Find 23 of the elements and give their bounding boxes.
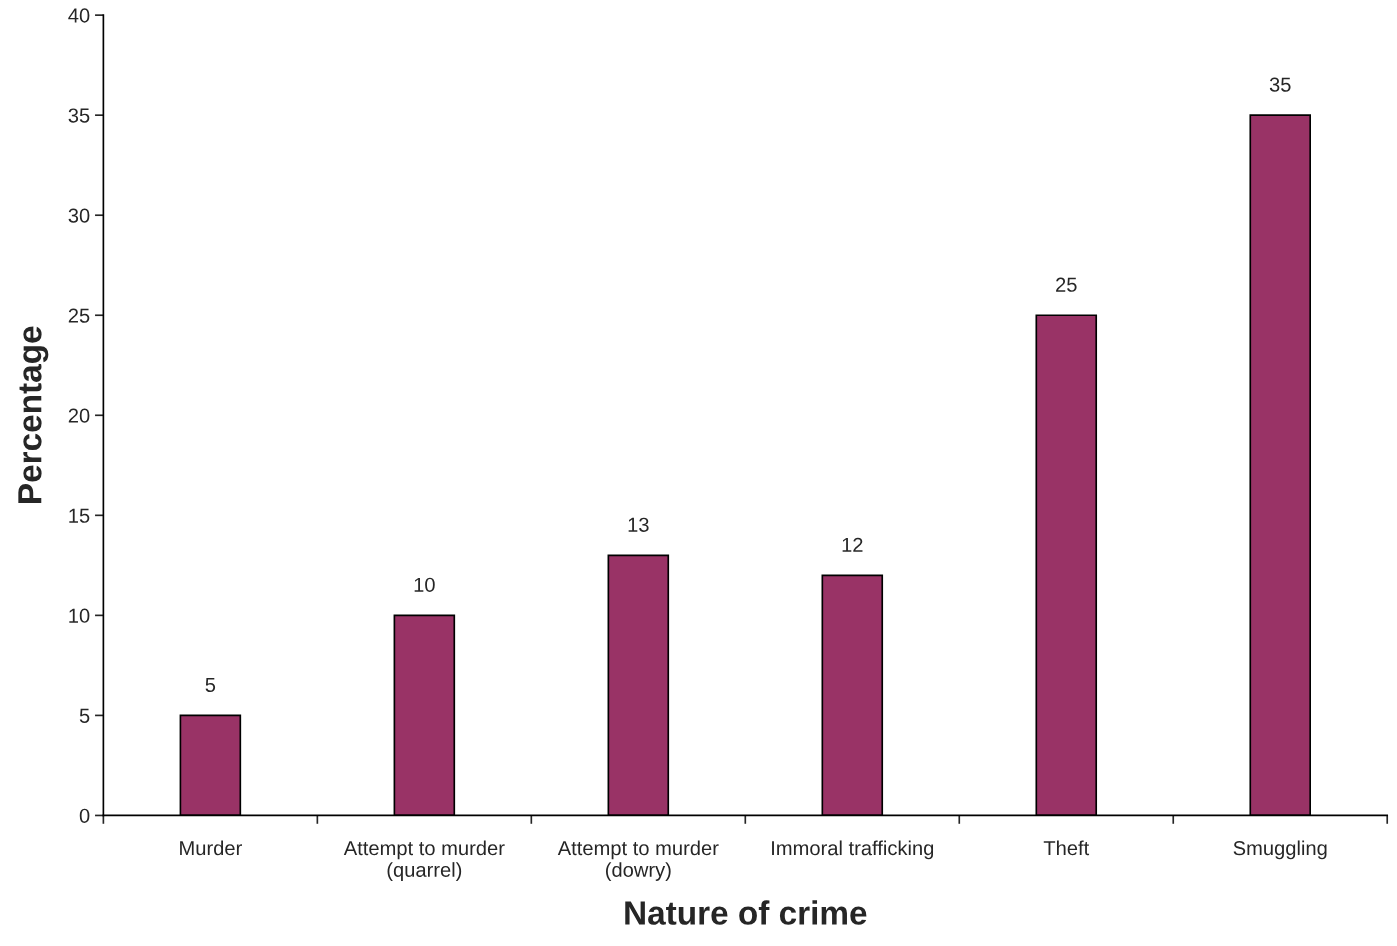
x-tick-label: Attempt to murder (dowry) [557, 840, 719, 881]
y-axis-title: Percentage [18, 326, 49, 503]
y-tick-label: 30 [68, 208, 90, 223]
data-label: 35 [1269, 77, 1291, 92]
y-tick-label: 35 [68, 108, 90, 123]
y-tick-label: 0 [79, 808, 90, 823]
data-label: 5 [205, 677, 216, 692]
y-tick-label: 25 [68, 308, 90, 323]
y-tick-label: 10 [69, 608, 90, 623]
data-label: 25 [1056, 277, 1077, 292]
x-tick-label: Theft [1043, 840, 1090, 856]
x-axis-title: Nature of crime [625, 900, 867, 925]
x-tick-label: Smuggling [1233, 840, 1327, 860]
x-tick-label: Murder [180, 840, 242, 856]
data-label: 13 [628, 517, 649, 532]
data-label: 10 [414, 577, 435, 592]
data-label: 12 [842, 537, 863, 552]
x-tick-label: Immoral trafficking [772, 840, 934, 860]
y-tick-label: 5 [79, 708, 90, 723]
y-tick-label: 15 [69, 508, 90, 523]
y-tick-label: 20 [68, 408, 90, 423]
x-tick-label: Attempt to murder (quarrel) [343, 840, 505, 881]
y-tick-label: 40 [68, 8, 90, 23]
